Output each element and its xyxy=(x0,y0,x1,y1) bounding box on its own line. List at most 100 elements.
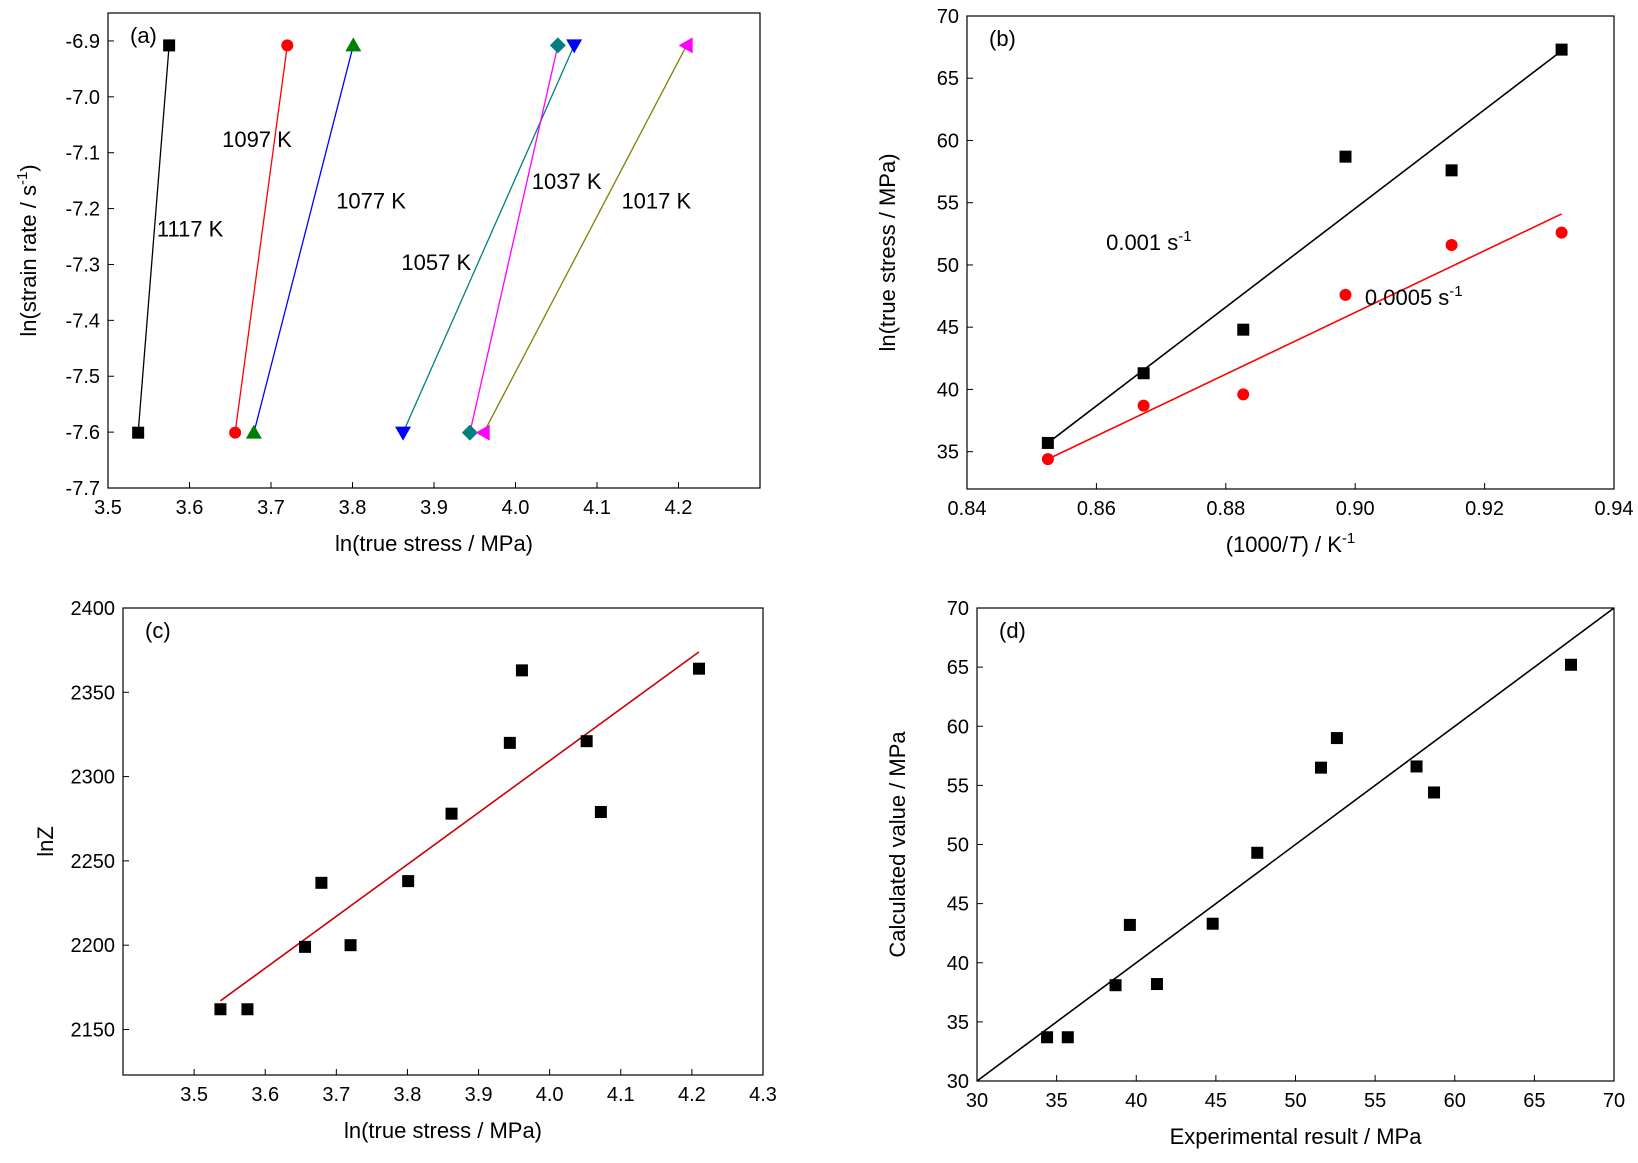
x-tick-label: 30 xyxy=(966,1090,988,1112)
data-point xyxy=(475,424,490,441)
y-tick-label: 65 xyxy=(947,657,969,679)
x-tick-label: 3.8 xyxy=(394,1084,422,1106)
x-tick-label: 3.9 xyxy=(420,497,448,519)
x-tick-label: 0.84 xyxy=(948,498,987,520)
data-point xyxy=(132,426,145,439)
y-axis-label: Calculated value / MPa xyxy=(885,731,910,958)
data-point xyxy=(1123,918,1136,931)
chart-panel-a: 3.5 3.6 3.7 3.8 3.9 4.0 4.1 4.2 -6.9 -7.0 -7.1 -7.2… xyxy=(14,12,761,556)
data-point xyxy=(1137,399,1150,412)
data-point xyxy=(566,39,583,54)
series-annotation: 1117 K xyxy=(157,217,224,242)
y-tick-label: 60 xyxy=(947,716,969,738)
data-point xyxy=(1330,732,1343,745)
y-tick-label: 55 xyxy=(937,193,959,215)
y-tick-label: 45 xyxy=(937,317,959,339)
series-annotation: 1057 K xyxy=(401,250,471,275)
x-tick-label: 40 xyxy=(1125,1090,1147,1112)
annotation-text: 1117 K xyxy=(157,217,224,242)
y-tick-label: 70 xyxy=(937,6,959,28)
x-tick-label: 35 xyxy=(1046,1090,1068,1112)
y-axis-label-part: ) xyxy=(16,164,41,171)
data-point xyxy=(1555,226,1568,239)
x-axis-label: Experimental result / MPa xyxy=(1170,1124,1423,1149)
annotation-sup: -1 xyxy=(1449,283,1462,300)
fit-line xyxy=(1047,213,1562,460)
y-tick-label: 2350 xyxy=(71,682,116,704)
data-point xyxy=(315,876,328,889)
fit-line xyxy=(1047,50,1563,444)
y-tick-label: -7.5 xyxy=(66,366,100,388)
x-tick-label: 3.6 xyxy=(251,1084,279,1106)
series-annotation: 0.0005 s-1 xyxy=(1365,283,1463,310)
y-tick-label: -7.1 xyxy=(66,143,100,165)
data-point xyxy=(1339,288,1352,301)
data-point xyxy=(241,1003,254,1016)
data-point xyxy=(461,424,478,441)
y-tick-label: 65 xyxy=(937,68,959,90)
series-line xyxy=(402,45,575,433)
annotation-text: 1077 K xyxy=(336,189,406,214)
panel-label: (c) xyxy=(145,618,171,643)
x-tick-label: 60 xyxy=(1444,1090,1466,1112)
y-tick-label: 2250 xyxy=(71,851,116,873)
x-tick-label: 0.92 xyxy=(1465,498,1504,520)
data-point xyxy=(1061,1031,1074,1044)
x-tick-label: 55 xyxy=(1364,1090,1386,1112)
x-tick-label: 3.8 xyxy=(339,497,367,519)
y-axis-label: lnZ xyxy=(33,826,58,857)
data-point xyxy=(515,664,528,677)
annotation-text: 1037 K xyxy=(532,169,602,194)
annotation-text: 0.0005 s xyxy=(1365,285,1449,310)
panel-label: (a) xyxy=(130,23,157,48)
y-tick-label: -7.0 xyxy=(66,87,100,109)
x-tick-label: 4.1 xyxy=(583,497,611,519)
series-line xyxy=(137,45,170,433)
data-point xyxy=(245,424,262,439)
x-tick-label: 3.6 xyxy=(176,497,204,519)
data-point xyxy=(163,39,176,52)
panel-label: (b) xyxy=(989,26,1016,51)
data-point xyxy=(594,805,607,818)
data-point xyxy=(345,37,362,52)
annotation-text: 1097 K xyxy=(222,127,292,152)
y-tick-label: 70 xyxy=(947,598,969,620)
series-annotation: 1017 K xyxy=(621,189,691,214)
x-tick-label: 0.90 xyxy=(1336,498,1375,520)
plot-frame xyxy=(122,607,764,1076)
x-tick-label: 4.3 xyxy=(749,1084,777,1106)
x-axis-label: ln(true stress / MPa) xyxy=(335,531,533,556)
data-point xyxy=(693,662,705,675)
series-annotation: 0.001 s-1 xyxy=(1106,228,1192,255)
series-annotation: 1097 K xyxy=(222,127,292,152)
x-tick-label: 3.7 xyxy=(257,497,285,519)
y-axis-label-sup: -1 xyxy=(14,172,31,185)
x-tick-label: 3.5 xyxy=(94,497,122,519)
annotation-text: 1017 K xyxy=(621,189,691,214)
y-tick-label: 50 xyxy=(937,255,959,277)
y-tick-label: 35 xyxy=(937,442,959,464)
data-point xyxy=(214,1003,227,1016)
x-tick-label: 0.88 xyxy=(1206,498,1245,520)
y-axis-label: ln(true stress / MPa) xyxy=(875,153,900,351)
annotation-sup: -1 xyxy=(1178,228,1191,245)
data-point xyxy=(1410,760,1423,773)
data-point xyxy=(229,426,242,439)
fit-line xyxy=(976,607,1615,1082)
y-tick-label: 45 xyxy=(947,894,969,916)
chart-panel-c: 3.5 3.6 3.7 3.8 3.9 4.0 4.1 4.2 4.3 2150 2200 2250 2… xyxy=(33,598,777,1143)
data-point xyxy=(1565,658,1578,671)
y-tick-label: 30 xyxy=(947,1071,969,1093)
x-tick-label: 3.7 xyxy=(322,1084,350,1106)
data-point xyxy=(1150,978,1163,991)
data-point xyxy=(678,37,693,54)
data-point xyxy=(1314,761,1327,774)
x-tick-label: 3.5 xyxy=(180,1084,208,1106)
data-point xyxy=(1445,164,1458,177)
data-point xyxy=(1206,917,1219,930)
annotation-text: 0.001 s xyxy=(1106,230,1178,255)
y-tick-label: 2400 xyxy=(71,598,116,620)
x-axis-label-italic: T xyxy=(1288,532,1303,557)
x-tick-label: 70 xyxy=(1603,1090,1625,1112)
y-tick-label: -7.7 xyxy=(66,478,100,500)
